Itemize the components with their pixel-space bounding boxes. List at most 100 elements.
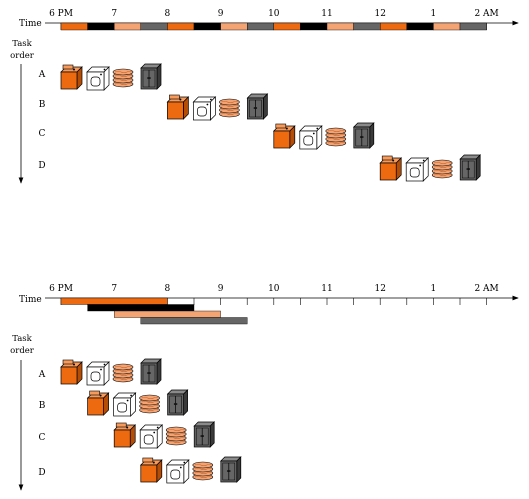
- washer-icon: [139, 457, 163, 483]
- task-label: A: [38, 70, 46, 80]
- hour-label: 10: [268, 9, 280, 19]
- washer-icon: [272, 123, 296, 149]
- folder-icon: [165, 426, 187, 446]
- folder-icon: [192, 461, 214, 481]
- hour-label: 11: [321, 9, 332, 19]
- folder-icon: [112, 363, 134, 383]
- dryer-icon: [298, 125, 323, 150]
- task-label: B: [39, 100, 46, 110]
- storer-slot: [353, 22, 381, 31]
- task-order-label: Task: [12, 334, 32, 344]
- hour-label: 2 AM: [474, 9, 498, 19]
- pipelined-laundry-panel: Time 6 PM 7 8 9 10 11 12 1 2 AM Task order A B C D: [10, 284, 519, 491]
- task-row: D: [38, 154, 482, 182]
- task-order-label: Task: [12, 39, 32, 49]
- folder-slot: [220, 22, 248, 31]
- time-axis-label: Time: [19, 295, 42, 305]
- task-label: D: [38, 161, 45, 171]
- folder-icon: [139, 394, 160, 414]
- hour-labels: 6 PM 7 8 9 10 11 12 1 2 AM: [49, 9, 499, 19]
- washer-icon: [166, 94, 190, 120]
- dryer-icon: [165, 459, 190, 484]
- hour-label: 1: [431, 284, 437, 294]
- folder-icon: [431, 159, 453, 179]
- task-row: A: [38, 358, 162, 386]
- storer-slot: [246, 22, 274, 31]
- folder-slot: [433, 22, 461, 31]
- storer-icon: [459, 154, 482, 181]
- dryer-stage-bar: [87, 304, 195, 312]
- storer-icon: [193, 421, 216, 448]
- folder-stage-bar: [113, 310, 221, 318]
- hour-label: 11: [321, 284, 332, 294]
- hour-label: 10: [268, 284, 280, 294]
- task-order-label: order: [10, 346, 35, 356]
- dryer-icon: [112, 392, 137, 417]
- hour-label: 8: [165, 9, 171, 19]
- time-axis-label: Time: [19, 19, 42, 29]
- storer-icon: [140, 63, 162, 90]
- washer-icon: [113, 422, 137, 448]
- storer-icon: [352, 122, 375, 149]
- hour-labels: 6 PM 7 8 9 10 11 12 1 2 AM: [49, 284, 499, 294]
- washer-icon: [379, 155, 403, 181]
- washer-stage-bar: [60, 297, 168, 305]
- storer-icon: [246, 93, 269, 120]
- task-label: D: [38, 468, 45, 478]
- hour-label: 7: [111, 9, 117, 19]
- dryer-icon: [405, 157, 430, 182]
- task-row: D: [38, 456, 242, 484]
- folder-slot: [326, 22, 354, 31]
- washer-icon: [60, 64, 83, 90]
- hour-label: 7: [111, 284, 117, 294]
- task-label: C: [39, 129, 46, 139]
- washer-slot: [380, 22, 408, 31]
- folder-icon: [325, 127, 347, 147]
- task-row: B: [39, 93, 269, 121]
- sequential-laundry-panel: Time 6 PM 7 8 9 10 11 12 1 2 AM Task order A B C D: [10, 9, 519, 184]
- storer-slot: [140, 22, 168, 31]
- hour-label: 2 AM: [474, 284, 498, 294]
- dryer-icon: [86, 66, 110, 91]
- task-order-label: order: [10, 51, 35, 61]
- task-label: C: [39, 433, 46, 443]
- folder-icon: [219, 98, 240, 118]
- storer-icon: [166, 389, 189, 416]
- washer-icon: [86, 390, 110, 416]
- task-row: C: [39, 421, 216, 449]
- task-label: B: [39, 401, 46, 411]
- washer-slot: [60, 22, 88, 31]
- dryer-slot: [87, 22, 115, 31]
- storer-stage-bar: [140, 317, 248, 325]
- storer-slot: [459, 22, 487, 31]
- stage-bars: [60, 297, 248, 325]
- hour-label: 9: [218, 9, 224, 19]
- task-rows: A B C D: [38, 63, 482, 182]
- hour-label: 12: [374, 9, 385, 19]
- dryer-slot: [300, 22, 328, 31]
- hour-label: 6 PM: [49, 9, 73, 19]
- dryer-icon: [192, 96, 217, 121]
- hour-label: 9: [218, 284, 224, 294]
- washer-slot: [167, 22, 195, 31]
- washer-icon: [60, 359, 83, 385]
- folder-icon: [112, 68, 134, 88]
- hour-label: 1: [431, 9, 437, 19]
- folder-slot: [113, 22, 141, 31]
- stage-timeline-bar: [60, 22, 487, 31]
- hour-label: 8: [165, 284, 171, 294]
- task-rows: A B C D: [38, 358, 242, 484]
- dryer-slot: [193, 22, 221, 31]
- hour-label: 6 PM: [49, 284, 73, 294]
- storer-icon: [219, 456, 242, 483]
- dryer-icon: [86, 361, 110, 386]
- storer-icon: [140, 358, 162, 385]
- dryer-icon: [139, 424, 164, 449]
- task-row: A: [38, 63, 162, 91]
- washer-slot: [273, 22, 301, 31]
- task-label: A: [38, 370, 46, 380]
- dryer-slot: [406, 22, 434, 31]
- task-row: C: [39, 122, 375, 150]
- hour-label: 12: [374, 284, 385, 294]
